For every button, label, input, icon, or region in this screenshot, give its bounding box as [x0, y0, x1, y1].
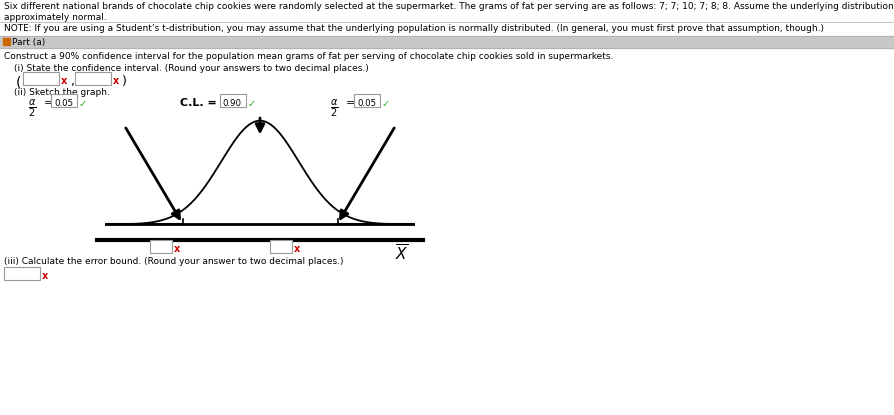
- Text: ✓: ✓: [248, 99, 256, 109]
- Bar: [270, 240, 292, 253]
- Text: 0.05: 0.05: [54, 99, 73, 108]
- Text: Six different national brands of chocolate chip cookies were randomly selected a: Six different national brands of chocola…: [4, 2, 894, 11]
- Text: ✓: ✓: [382, 99, 390, 109]
- Text: ,: ,: [67, 75, 75, 88]
- Text: $\frac{\alpha}{2}$: $\frac{\alpha}{2}$: [330, 97, 339, 119]
- Text: $\frac{\alpha}{2}$: $\frac{\alpha}{2}$: [28, 97, 37, 119]
- Text: (ii) Sketch the graph.: (ii) Sketch the graph.: [14, 88, 110, 97]
- Text: 0.05: 0.05: [357, 99, 376, 108]
- Text: NOTE: If you are using a Student’s t-distribution, you may assume that the under: NOTE: If you are using a Student’s t-dis…: [4, 24, 824, 33]
- Bar: [354, 94, 380, 107]
- Bar: [23, 72, 59, 85]
- Text: x: x: [42, 271, 48, 281]
- Bar: [75, 72, 111, 85]
- Text: =: =: [346, 98, 356, 108]
- Text: approximately normal.: approximately normal.: [4, 13, 106, 22]
- Text: x: x: [113, 76, 119, 86]
- Bar: [150, 240, 172, 253]
- Text: ): ): [118, 75, 127, 88]
- Bar: [4, 267, 40, 280]
- Text: (iii) Calculate the error bound. (Round your answer to two decimal places.): (iii) Calculate the error bound. (Round …: [4, 257, 343, 266]
- Bar: [220, 94, 246, 107]
- Text: x: x: [294, 244, 300, 254]
- Text: (: (: [16, 75, 21, 89]
- Bar: [51, 94, 77, 107]
- Bar: [0, 36, 894, 48]
- Text: ✓: ✓: [79, 99, 87, 109]
- Text: 0.90: 0.90: [222, 99, 241, 108]
- Text: $\overline{X}$: $\overline{X}$: [395, 244, 409, 264]
- Text: C.L. =: C.L. =: [180, 98, 216, 108]
- Text: Part (a): Part (a): [12, 37, 46, 46]
- Text: (i) State the confidence interval. (Round your answers to two decimal places.): (i) State the confidence interval. (Roun…: [14, 64, 368, 73]
- Text: =: =: [44, 98, 54, 108]
- Text: x: x: [174, 244, 181, 254]
- Text: Construct a 90% confidence interval for the population mean grams of fat per ser: Construct a 90% confidence interval for …: [4, 52, 613, 61]
- Text: x: x: [61, 76, 67, 86]
- Bar: [3, 38, 10, 45]
